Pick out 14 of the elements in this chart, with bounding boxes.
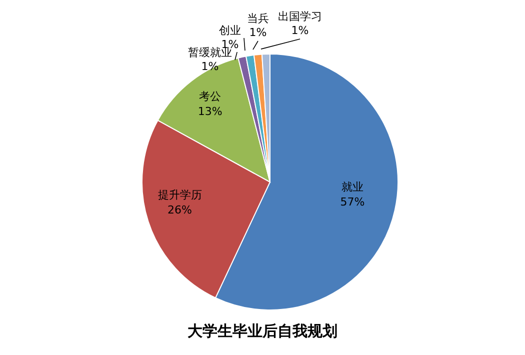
slice-label: 出国学习	[278, 10, 322, 23]
slice-label: 当兵	[247, 12, 269, 25]
slice-label: 就业	[341, 180, 364, 194]
text: 大学生毕业后自我规划	[186, 322, 338, 341]
slice-label: 暂缓就业	[188, 46, 232, 59]
data-label: 1%	[201, 60, 219, 73]
data-label: 1%	[249, 26, 267, 39]
data-label: 1%	[291, 24, 309, 37]
slice-label: 提升学历	[158, 188, 202, 202]
data-label: 26%	[168, 204, 192, 217]
slice-label: 创业	[219, 24, 241, 37]
data-label: 13%	[198, 105, 222, 118]
slice-label: 考公	[199, 90, 222, 104]
data-label: 57%	[340, 196, 365, 209]
